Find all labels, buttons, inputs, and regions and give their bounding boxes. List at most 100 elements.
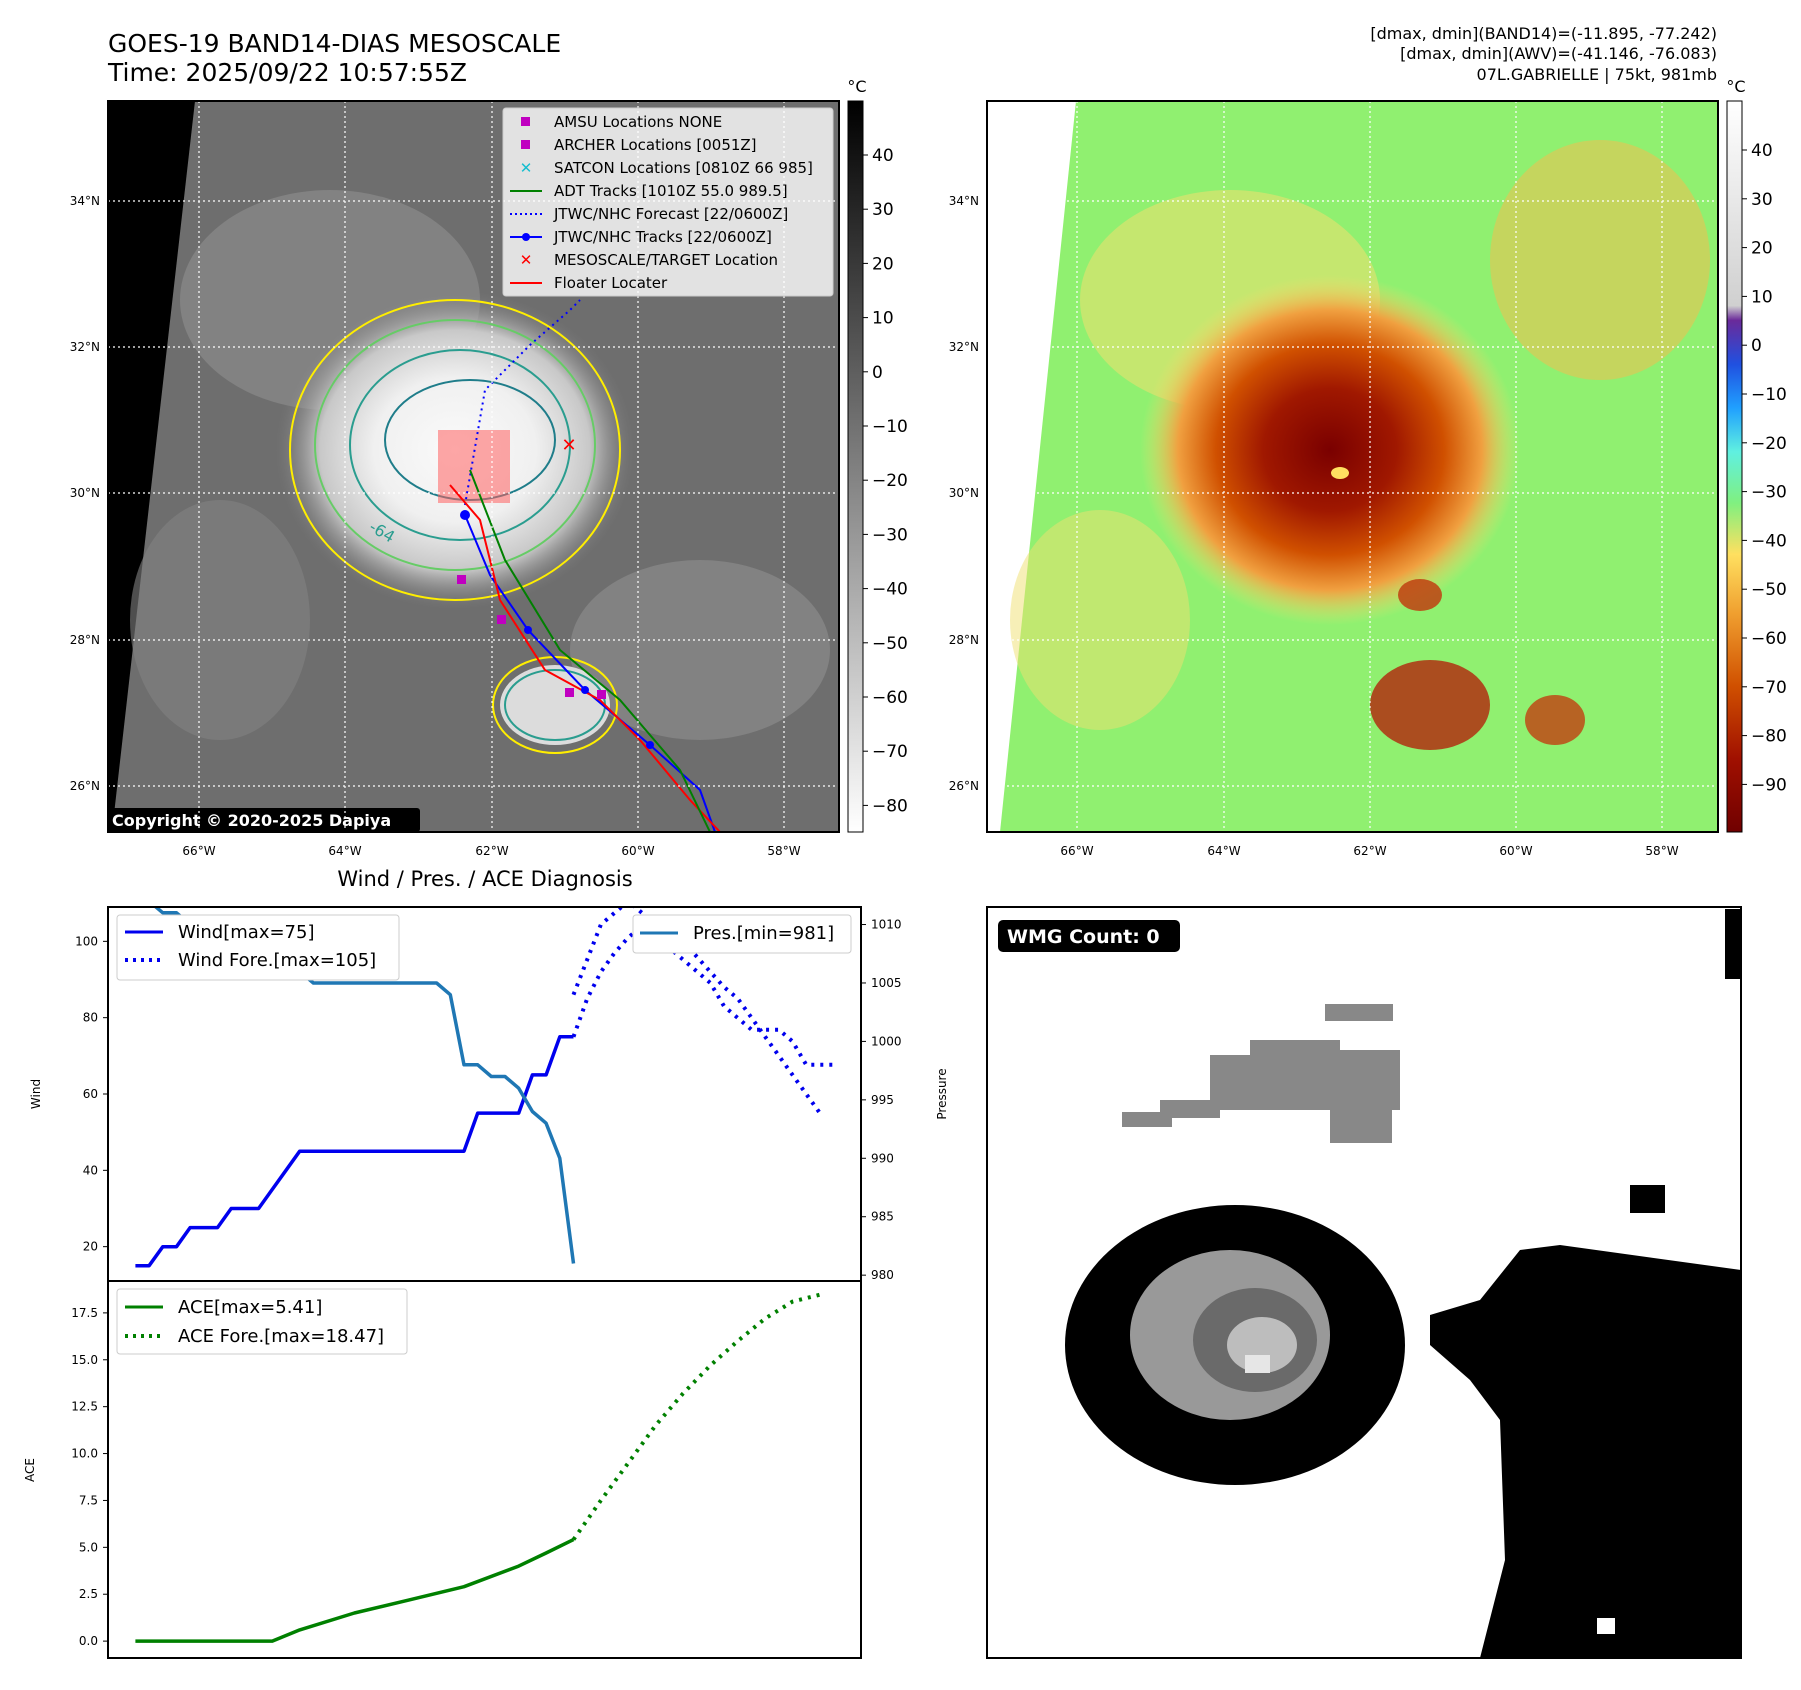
best-track-point (581, 686, 589, 694)
pressure-legend: Pres.[min=981] (632, 914, 852, 954)
wmg-core (1130, 1250, 1330, 1420)
colorbar-unit: °C (1726, 77, 1745, 96)
color-ir-map: 66°W 64°W 62°W 60°W 58°W 34°N 32°N 30°N … (949, 77, 1787, 858)
figure-time: Time: 2025/09/22 10:57:55Z (107, 58, 467, 87)
stats-line-2: [dmax, dmin](AWV)=(-41.146, -76.083) (1400, 44, 1717, 63)
archer-location (497, 615, 506, 624)
stats-line-1: [dmax, dmin](BAND14)=(-11.895, -77.242) (1370, 24, 1717, 43)
ace-plot-frame (107, 1280, 862, 1659)
y-tick-label: 7.5 (79, 1493, 98, 1507)
svg-text:✕: ✕ (520, 251, 533, 269)
wmg-frame (986, 906, 1742, 1659)
gray-cloud-patch (570, 560, 830, 740)
legend-label: AMSU Locations NONE (554, 113, 722, 131)
wmg-count-box (998, 920, 1180, 952)
lon-label: 62°W (1353, 844, 1386, 858)
lat-label: 34°N (70, 194, 100, 208)
legend-swatch (521, 117, 530, 126)
lat-label: 34°N (949, 194, 979, 208)
pressure-axis-label: Pressure (935, 1068, 949, 1119)
colorbar-tick-label: −20 (872, 471, 908, 491)
y-tick-label: 0.0 (79, 1634, 98, 1648)
lat-label: 26°N (949, 779, 979, 793)
best-track-point (524, 626, 532, 634)
colorbar-tick-label: 20 (872, 254, 894, 274)
wmg-count-label: WMG Count: 0 (1007, 926, 1160, 948)
color-map-axis-labels: 66°W 64°W 62°W 60°W 58°W 34°N 32°N 30°N … (949, 194, 1679, 858)
colorbar-tick-label: −70 (872, 742, 908, 762)
gray-ir-map: -64 ✕ Copyright © 2020-2025 Dapiya (70, 77, 908, 858)
colorbar-tick-label: 30 (872, 200, 894, 220)
archer-location (457, 575, 466, 584)
stats-line-3: 07L.GABRIELLE | 75kt, 981mb (1477, 65, 1717, 84)
lon-label: 62°W (475, 844, 508, 858)
legend-swatch: ✕ (520, 159, 533, 177)
lon-label: 60°W (621, 844, 654, 858)
lon-label: 60°W (1499, 844, 1532, 858)
gray-cloud-patch (130, 500, 310, 740)
colorbar-tick-label: 40 (1751, 141, 1773, 161)
gray-map-frame (107, 100, 840, 833)
lon-label: 58°W (1645, 844, 1678, 858)
color-map-frame (986, 100, 1719, 833)
colorbar-tick-label: −70 (1751, 678, 1787, 698)
ace-legend: ACE[max=5.41] ACE Fore.[max=18.47] (116, 1288, 408, 1355)
legend-label: Floater Locater (554, 274, 668, 292)
colorbar-tick-label: −90 (1751, 775, 1787, 795)
color-cluster (1370, 660, 1490, 750)
colorbar-tick-label: −60 (1751, 629, 1787, 649)
legend-label-ace: ACE[max=5.41] (178, 1297, 322, 1318)
lon-label: 66°W (182, 844, 215, 858)
tracks: ✕ (449, 299, 721, 832)
y-tick-label: 20 (83, 1240, 98, 1254)
cloud-cluster (500, 665, 610, 745)
storm-eye (1331, 467, 1349, 479)
copyright-box (108, 808, 420, 832)
legend-swatch (521, 140, 530, 149)
legend-label: ADT Tracks [1010Z 55.0 989.5] (554, 182, 788, 200)
colorbar-tick-label: 30 (1751, 190, 1773, 210)
lat-label: 28°N (70, 633, 100, 647)
floater-locater-track (449, 484, 721, 832)
lat-label: 30°N (70, 486, 100, 500)
colorbar-tick-label: −20 (1751, 434, 1787, 454)
contour-mid (314, 319, 596, 571)
y-tick-label: 17.5 (71, 1306, 98, 1320)
y2-tick-label: 1005 (871, 976, 902, 990)
y-tick-label: 100 (75, 934, 98, 948)
gray-map-no-data-wedge (108, 101, 195, 832)
colorbar-tick-label: −60 (872, 688, 908, 708)
y-tick-label: 60 (83, 1087, 98, 1101)
series-line-1 (571, 920, 822, 1115)
lon-label: 66°W (1060, 844, 1093, 858)
archer-location (597, 690, 606, 699)
contour-inner (349, 349, 571, 541)
y2-tick-label: 1000 (871, 1034, 902, 1048)
colorbar-tick-label: −30 (872, 525, 908, 545)
figure-title: GOES-19 BAND14-DIAS MESOSCALE (108, 29, 561, 58)
wmg-white-patch (1597, 1618, 1615, 1634)
wind-pressure-chart: Wind / Pres. / ACE Diagnosis 20 40 60 80 100… (29, 867, 949, 1282)
lat-label: 32°N (949, 340, 979, 354)
legend-box (502, 107, 834, 297)
wmg-panel: WMG Count: 0 (986, 906, 1742, 1659)
colorbar-unit: °C (847, 77, 866, 96)
y2-tick-label: 985 (871, 1210, 894, 1224)
legend-label: SATCON Locations [0810Z 66 985] (554, 159, 813, 177)
legend-label: JTWC/NHC Forecast [22/0600Z] (553, 205, 788, 223)
color-colorbar: °C 40 30 20 10 0 −10 −20 −30 −40 −50 −60 −70 −80 −90 (1726, 77, 1787, 833)
legend-label-pressure: Pres.[min=981] (693, 923, 834, 944)
legend-label: MESOSCALE/TARGET Location (554, 251, 778, 269)
y-tick-label: 10.0 (71, 1447, 98, 1461)
gray-map-axis-labels: 66°W 64°W 62°W 60°W 58°W 34°N 32°N 30°N … (70, 194, 801, 858)
series-line-3 (571, 907, 834, 1067)
ace-axis-label: ACE (23, 1458, 37, 1482)
colorbar-tick-label: 10 (1751, 287, 1773, 307)
mesoscale-target-marker: ✕ (561, 435, 576, 456)
y-tick-label: 5.0 (79, 1540, 98, 1554)
colorbar-tick-label: −10 (872, 417, 908, 437)
map-legend: AMSU Locations NONE ARCHER Locations [005… (502, 107, 834, 297)
colorbar-tick-label: 10 (872, 309, 894, 329)
y2-tick-label: 995 (871, 1093, 894, 1107)
legend-label-wind: Wind[max=75] (178, 922, 315, 943)
